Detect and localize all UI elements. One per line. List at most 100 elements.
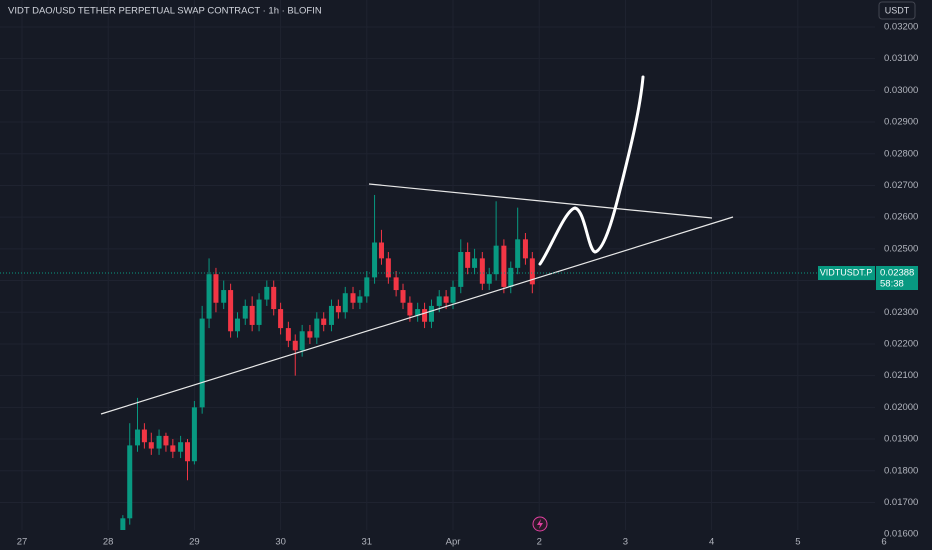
candle-body [178,442,184,452]
y-tick-label: 0.01600 [884,529,918,540]
y-tick-label: 0.02800 [884,148,918,159]
y-tick-label: 0.02500 [884,243,918,254]
candle-body [307,331,313,338]
candle-body [314,318,320,338]
candle-body [428,305,434,322]
candle-body [299,331,305,351]
symbol-tag [818,266,875,280]
y-tick-label: 0.02600 [884,212,918,223]
candle-body [529,258,535,285]
candle-body [191,407,197,462]
candle-body [228,290,234,332]
candle-body [350,293,356,303]
candle-body [184,442,191,462]
candle-body [436,296,442,306]
candle-body [163,435,169,446]
x-tick-label: 27 [17,537,28,548]
y-tick-label: 0.03100 [884,53,918,64]
candle-body [127,445,133,519]
candle-body [472,258,478,268]
currency[interactable]: USDT [885,5,910,15]
y-tick-label: 0.02100 [884,370,918,381]
candle-body [372,242,378,278]
candle-body [141,429,147,443]
candle-body [234,318,241,332]
x-tick-label: 6 [881,537,886,548]
candle-body [486,274,492,284]
price-tag [876,266,918,290]
candle-body [285,328,291,341]
last-price: 0.02388 [880,268,914,279]
candle-body [515,239,521,268]
y-tick-label: 0.02300 [884,307,918,318]
candles [120,194,535,550]
candle-body [256,299,262,325]
x-tick-label: 4 [709,537,714,548]
drawings [100,75,734,415]
x-tick-label: 29 [189,537,200,548]
grid [0,0,885,535]
candle-body [493,245,499,275]
candle-body [170,445,176,452]
y-tick-label: 0.02000 [884,402,918,413]
candle-body [465,252,471,268]
y-tick-label: 0.02900 [884,117,918,128]
candle-body [321,318,327,325]
candle-body [393,277,399,291]
candle-body [271,286,277,310]
x-tick-label: 5 [795,537,800,548]
y-tick-label: 0.02200 [884,338,918,349]
candle-body [357,296,363,303]
candle-body [264,286,270,300]
resistance-line [368,183,713,219]
candle-body [242,305,248,319]
symbol: VIDTUSDT.P [820,267,873,277]
time-axis [0,530,875,550]
y-tick-label: 0.01900 [884,434,918,445]
candle-body [278,309,284,329]
x-tick-label: 31 [362,537,373,548]
support-line [100,216,734,415]
candle-body [199,318,205,408]
candle-body [156,435,162,449]
candle-body [249,305,255,325]
y-tick-label: 0.02700 [884,180,918,191]
candle-body [364,277,370,297]
candle-body [148,442,154,449]
candle-body [450,286,456,303]
projection-path [538,75,645,266]
chart-title: VIDT DAO/USD TETHER PERPETUAL SWAP CONTR… [8,6,322,17]
candle-body [522,239,528,259]
x-tick-label: Apr [446,537,461,548]
candle-body [415,309,421,316]
candle-body [385,258,391,278]
x-tick-label: 2 [537,537,542,548]
candle-body [213,274,219,303]
candle-body [134,429,141,446]
candle-body [328,305,334,325]
candle-body [479,258,485,284]
candle-body [400,290,406,303]
candle-body [335,305,341,313]
candle-body [292,340,298,351]
candle-body [458,252,464,287]
axes: 0.01600 0.01700 0.01800 0.01900 0.02000 0.021… [17,21,919,547]
candle-body [120,518,126,541]
y-tick-label: 0.03200 [884,21,918,32]
candle-body [407,302,413,316]
x-tick-label: 30 [275,537,286,548]
y-tick-label: 0.01800 [884,465,918,476]
x-tick-label: 3 [623,537,628,548]
candle-body [221,290,227,303]
candle-body [443,296,449,303]
countdown: 58:38 [880,279,904,290]
y-tick-label: 0.01700 [884,497,918,508]
y-tick-label: 0.03000 [884,85,918,96]
candle-body [342,293,348,313]
events-icon-bolt [537,519,543,529]
candle-body [378,242,384,259]
currency-box[interactable] [878,1,916,20]
candle-body [422,309,428,322]
candle-body [501,245,507,287]
